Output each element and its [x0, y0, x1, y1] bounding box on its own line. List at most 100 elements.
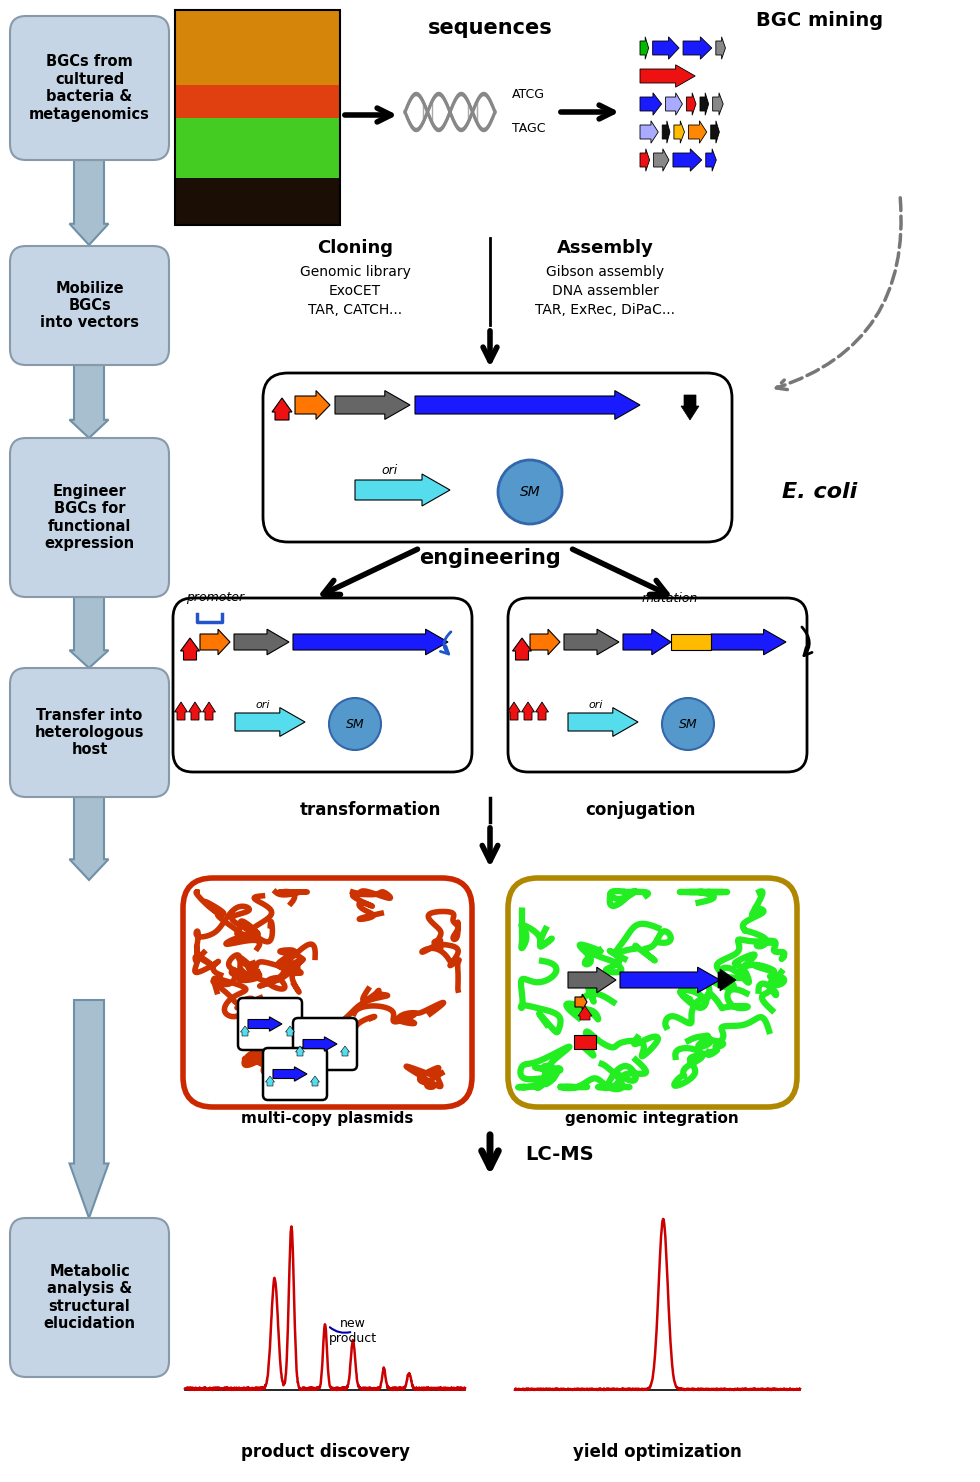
FancyArrow shape	[70, 160, 109, 245]
FancyArrow shape	[311, 1076, 319, 1086]
FancyBboxPatch shape	[10, 246, 169, 365]
FancyArrow shape	[568, 968, 616, 993]
Text: ExoCET: ExoCET	[329, 285, 381, 298]
FancyBboxPatch shape	[238, 997, 302, 1051]
Text: TAR, ExRec, DiPaC...: TAR, ExRec, DiPaC...	[535, 302, 675, 317]
Bar	[175, 86, 340, 117]
FancyArrow shape	[272, 399, 292, 419]
Text: mutation: mutation	[642, 591, 698, 605]
FancyArrow shape	[640, 93, 662, 116]
FancyArrow shape	[683, 37, 711, 59]
Circle shape	[329, 698, 381, 750]
FancyArrowPatch shape	[440, 631, 451, 654]
Text: E. coli: E. coli	[782, 482, 858, 502]
FancyArrow shape	[355, 474, 450, 505]
FancyArrow shape	[535, 702, 549, 720]
FancyArrow shape	[640, 122, 659, 144]
FancyArrow shape	[710, 122, 719, 144]
FancyArrow shape	[273, 1067, 307, 1082]
FancyBboxPatch shape	[10, 668, 169, 797]
Text: BGC mining: BGC mining	[757, 10, 884, 30]
Text: SM: SM	[679, 717, 698, 731]
FancyArrow shape	[415, 391, 640, 419]
FancyArrow shape	[654, 148, 669, 172]
FancyArrow shape	[715, 37, 725, 59]
FancyArrow shape	[180, 637, 200, 659]
Text: SM: SM	[519, 485, 540, 499]
Bar	[175, 10, 340, 86]
Circle shape	[498, 459, 562, 525]
FancyArrow shape	[240, 1026, 250, 1036]
FancyArrow shape	[295, 391, 330, 419]
FancyArrow shape	[673, 148, 702, 172]
Text: DNA assembler: DNA assembler	[552, 285, 659, 298]
FancyArrow shape	[718, 969, 736, 991]
Text: new
product: new product	[329, 1317, 377, 1346]
Text: ori: ori	[382, 464, 398, 477]
FancyBboxPatch shape	[293, 1018, 357, 1070]
FancyArrow shape	[200, 630, 230, 655]
FancyBboxPatch shape	[173, 599, 472, 772]
Text: Mobilize
BGCs
into vectors: Mobilize BGCs into vectors	[40, 280, 139, 330]
Text: TAR, CATCH...: TAR, CATCH...	[308, 302, 402, 317]
FancyArrow shape	[706, 148, 716, 172]
FancyArrow shape	[234, 630, 289, 655]
FancyArrow shape	[521, 702, 534, 720]
FancyArrow shape	[70, 1000, 109, 1218]
FancyBboxPatch shape	[10, 439, 169, 597]
Text: conjugation: conjugation	[585, 800, 695, 820]
Text: engineering: engineering	[419, 548, 561, 568]
Text: ori: ori	[589, 700, 604, 710]
FancyArrowPatch shape	[802, 627, 812, 655]
FancyBboxPatch shape	[508, 599, 807, 772]
Bar	[671, 634, 711, 651]
FancyArrow shape	[700, 93, 709, 116]
Text: genomic integration: genomic integration	[565, 1110, 739, 1125]
FancyArrowPatch shape	[776, 197, 901, 390]
FancyArrow shape	[653, 37, 679, 59]
FancyArrow shape	[235, 707, 305, 737]
FancyArrow shape	[70, 597, 109, 668]
Text: BGCs from
cultured
bacteria &
metagenomics: BGCs from cultured bacteria & metagenomi…	[29, 55, 150, 122]
FancyArrow shape	[575, 994, 587, 1011]
FancyArrow shape	[303, 1037, 337, 1051]
Text: ATCG: ATCG	[512, 89, 545, 101]
FancyArrow shape	[188, 702, 202, 720]
FancyArrow shape	[681, 396, 699, 419]
Bar	[574, 1034, 596, 1049]
FancyBboxPatch shape	[263, 1048, 327, 1100]
FancyBboxPatch shape	[183, 877, 472, 1107]
Text: TAGC: TAGC	[512, 122, 546, 135]
FancyArrow shape	[296, 1046, 305, 1057]
FancyArrow shape	[530, 630, 560, 655]
FancyArrow shape	[623, 630, 671, 655]
Text: Gibson assembly: Gibson assembly	[546, 265, 664, 279]
FancyArrow shape	[640, 148, 650, 172]
Text: yield optimization: yield optimization	[572, 1443, 742, 1461]
Text: promoter: promoter	[186, 591, 244, 605]
FancyArrow shape	[285, 1026, 295, 1036]
FancyArrow shape	[686, 93, 696, 116]
FancyArrow shape	[203, 702, 216, 720]
Bar	[175, 10, 340, 225]
Text: product discovery: product discovery	[240, 1443, 410, 1461]
FancyArrow shape	[70, 365, 109, 439]
FancyArrow shape	[674, 122, 684, 144]
Text: multi-copy plasmids: multi-copy plasmids	[241, 1110, 414, 1125]
FancyArrow shape	[340, 1046, 350, 1057]
Text: LC-MS: LC-MS	[525, 1146, 594, 1165]
FancyBboxPatch shape	[10, 16, 169, 160]
FancyArrow shape	[620, 968, 720, 993]
FancyArrow shape	[689, 122, 707, 144]
Bar	[175, 117, 340, 178]
Circle shape	[662, 698, 714, 750]
FancyArrow shape	[70, 797, 109, 880]
FancyArrow shape	[266, 1076, 274, 1086]
FancyArrow shape	[293, 630, 448, 655]
Text: Cloning: Cloning	[317, 239, 393, 256]
FancyBboxPatch shape	[508, 877, 797, 1107]
Text: transformation: transformation	[299, 800, 441, 820]
Text: sequences: sequences	[427, 18, 553, 39]
Bar	[175, 178, 340, 225]
Text: Transfer into
heterologous
host: Transfer into heterologous host	[34, 707, 144, 757]
